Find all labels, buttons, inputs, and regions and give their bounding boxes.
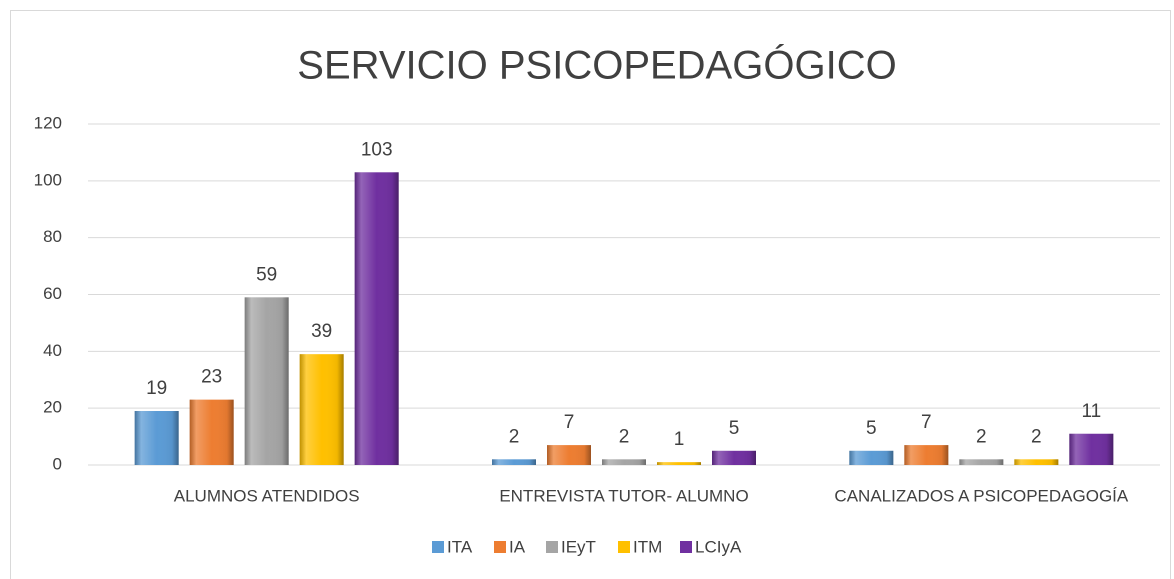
bar: [657, 462, 701, 465]
bar: [959, 459, 1004, 465]
legend-swatch: [546, 541, 558, 553]
data-label: 11: [1081, 401, 1101, 422]
data-label: 23: [201, 367, 222, 388]
bar: [1014, 459, 1059, 465]
y-tick-label: 0: [53, 454, 62, 473]
legend-label: IA: [509, 537, 526, 556]
data-label: 7: [921, 412, 932, 433]
y-tick-label: 20: [43, 398, 62, 417]
bar: [712, 450, 756, 465]
bar: [299, 354, 344, 465]
data-label: 39: [311, 321, 332, 342]
chart-title: SERVICIO PSICOPEDAGÓGICO: [297, 43, 896, 88]
y-tick-label: 80: [43, 227, 62, 246]
data-label: 5: [729, 418, 740, 439]
legend-swatch: [494, 541, 506, 553]
data-label: 2: [976, 426, 987, 447]
legend-label: LCIyA: [695, 537, 742, 556]
legend-swatch: [680, 541, 692, 553]
x-tick-label: ALUMNOS ATENDIDOS: [174, 486, 360, 505]
data-label: 1: [674, 429, 685, 450]
data-label: 103: [361, 139, 393, 160]
data-label: 19: [146, 378, 167, 399]
bar: [904, 445, 949, 465]
bar: [189, 399, 234, 465]
bar: [134, 411, 179, 465]
y-tick-label: 60: [43, 284, 62, 303]
bar: [849, 450, 894, 465]
bar: [1069, 433, 1114, 465]
x-tick-label: CANALIZADOS A PSICOPEDAGOGÍA: [834, 486, 1128, 505]
legend-label: IEyT: [561, 537, 596, 556]
data-label: 2: [619, 426, 630, 447]
legend-label: ITA: [447, 537, 473, 556]
legend-label: ITM: [633, 537, 662, 556]
data-label: 2: [509, 426, 520, 447]
legend-swatch: [432, 541, 444, 553]
y-tick-label: 40: [43, 341, 62, 360]
bar: [354, 172, 399, 465]
data-label: 59: [256, 264, 277, 285]
bar: [602, 459, 646, 465]
y-tick-label: 100: [34, 170, 62, 189]
bar: [492, 459, 536, 465]
bar: [547, 445, 591, 465]
data-label: 7: [564, 412, 575, 433]
legend-swatch: [618, 541, 630, 553]
data-label: 2: [1031, 426, 1042, 447]
bar: [244, 297, 289, 465]
data-label: 5: [866, 418, 877, 439]
x-tick-label: ENTREVISTA TUTOR- ALUMNO: [499, 486, 748, 505]
y-tick-label: 120: [34, 113, 62, 132]
